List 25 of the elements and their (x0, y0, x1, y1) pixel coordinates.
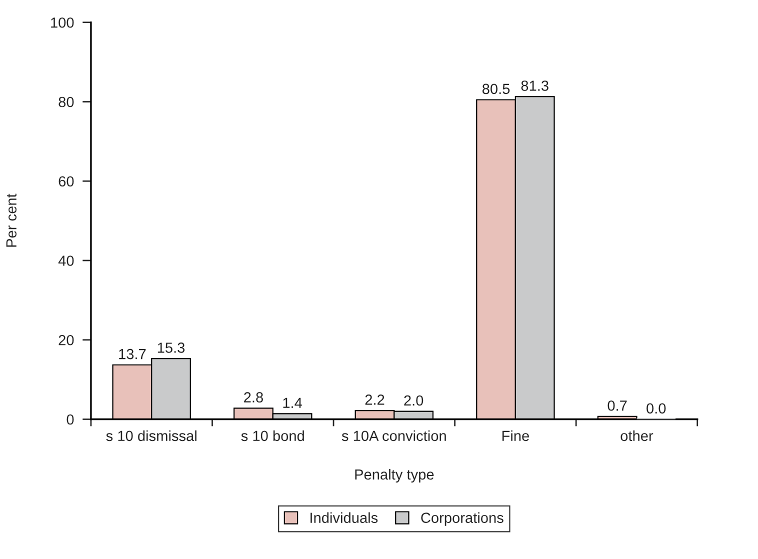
data-label: 2.2 (365, 394, 384, 405)
x-tick-label: Fine (502, 430, 529, 442)
data-label: 0.7 (608, 400, 627, 411)
y-tick-label: 0 (66, 414, 74, 425)
x-axis-title: Penalty type (355, 468, 434, 483)
data-label: 2.0 (404, 395, 424, 406)
x-tick-label: s 10 bond (241, 430, 304, 442)
y-axis-title: Per cent (6, 194, 17, 247)
y-tick-label: 80 (58, 96, 74, 108)
data-label: 81.3 (521, 80, 548, 91)
data-label: 15.3 (158, 342, 185, 353)
y-tick-label: 20 (58, 334, 74, 346)
data-label: 80.5 (482, 84, 510, 94)
legend-label: Corporations (421, 512, 504, 526)
data-label: 13.7 (119, 348, 146, 360)
y-tick-label: 100 (51, 17, 74, 28)
legend-label: Individuals (310, 512, 378, 523)
data-label: 2.8 (244, 392, 263, 402)
y-tick-label: 40 (58, 256, 74, 266)
y-tick-label: 60 (58, 176, 74, 187)
data-label: 1.4 (283, 398, 302, 408)
x-tick-label: s 10A conviction (342, 430, 446, 442)
data-label: 0.0 (646, 403, 666, 414)
x-tick-label: s 10 dismissal (106, 430, 196, 442)
x-tick-label: other (620, 430, 654, 442)
